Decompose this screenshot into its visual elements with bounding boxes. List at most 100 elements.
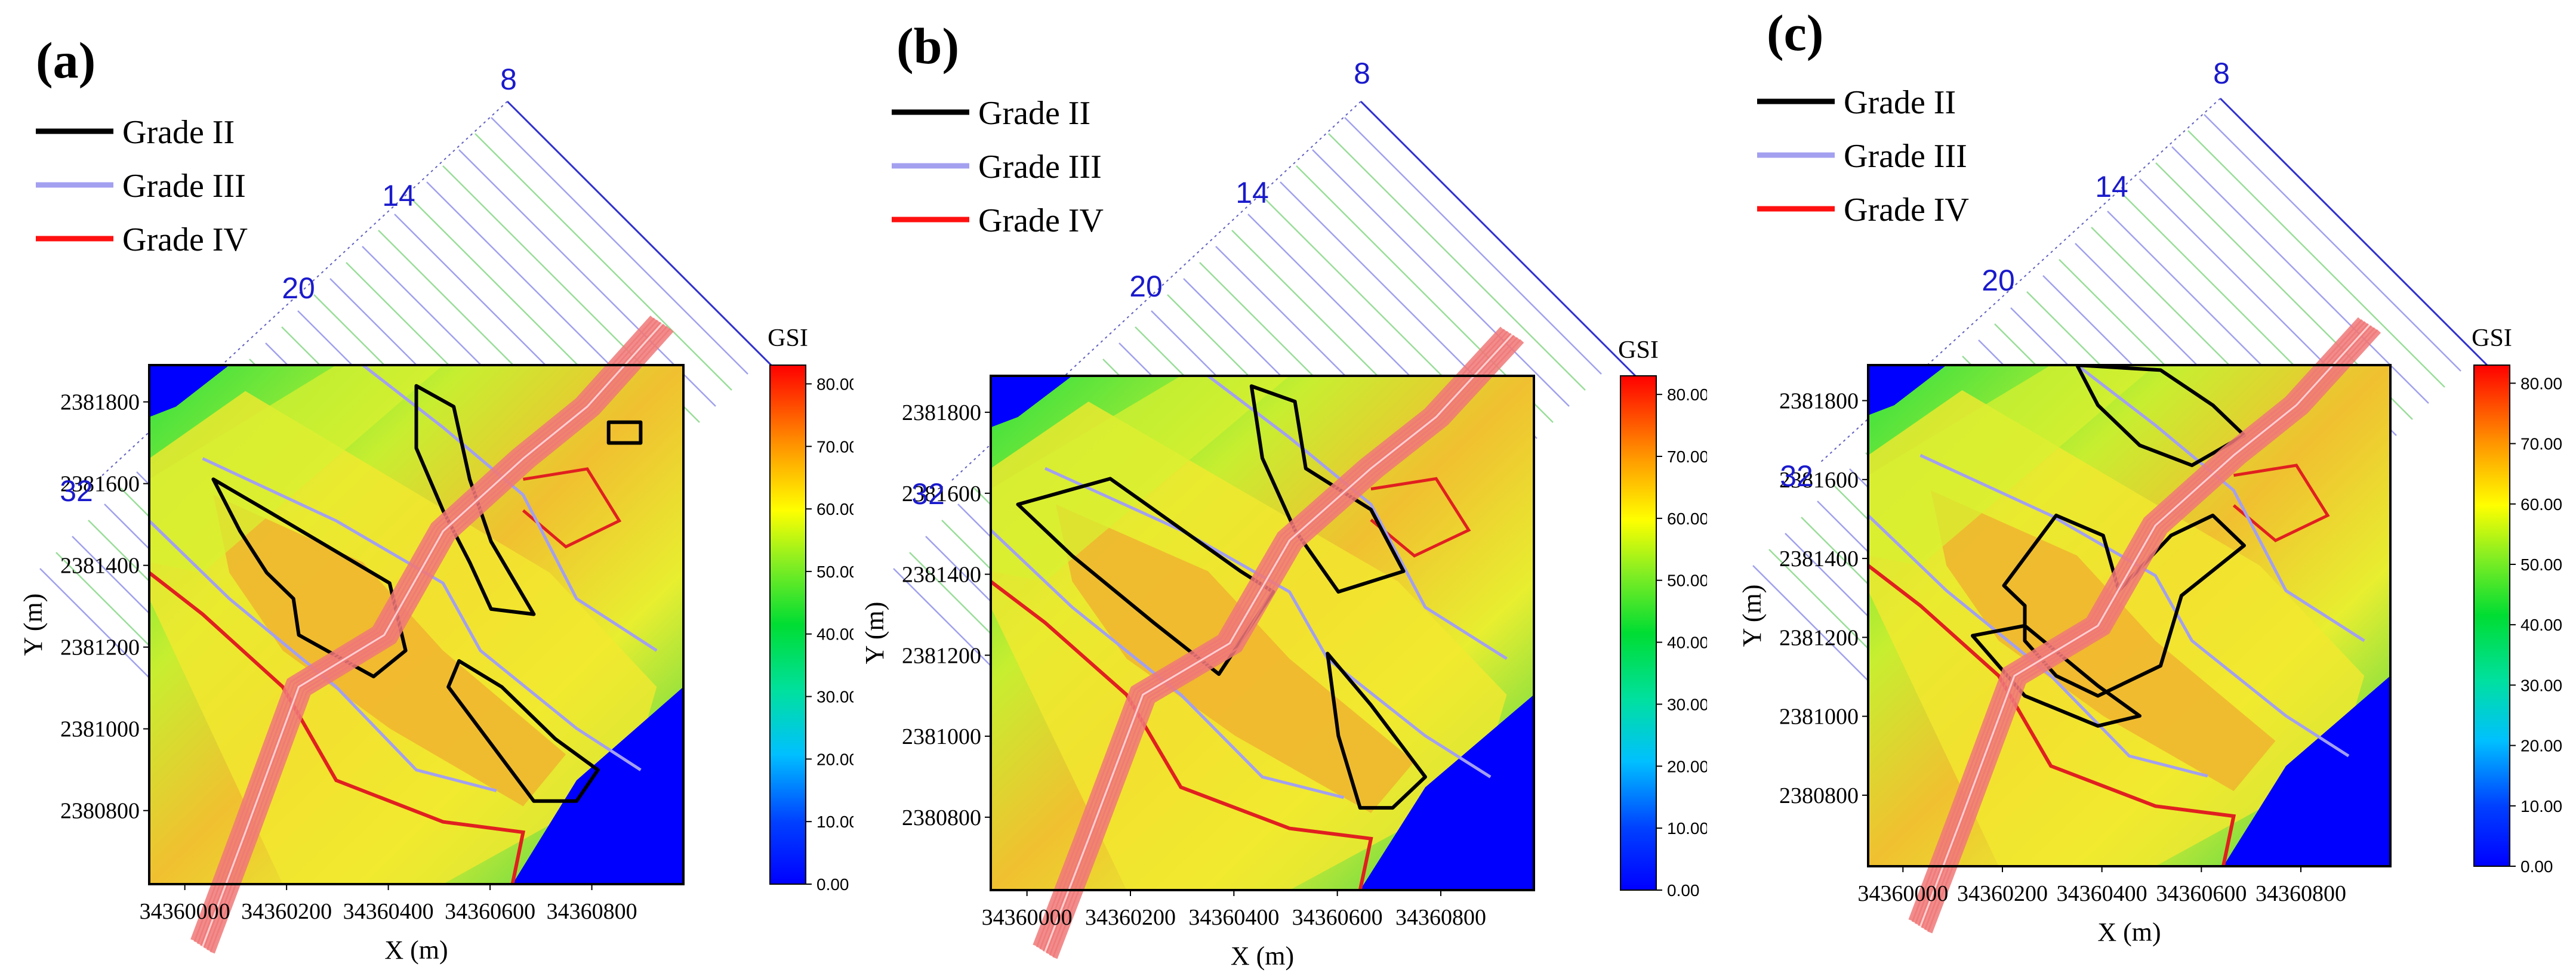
grade-iii-contour [991,529,1345,799]
fault-centerline [1044,334,1513,952]
profile-label: 32 [60,474,93,508]
yellow-band [149,365,443,573]
profile-line [1328,133,1586,391]
x-tick-label: 34360200 [1957,881,2048,906]
yellow-band [1868,365,2156,566]
grade-iv-boundary [991,580,1373,890]
legend-label: Grade IV [122,221,248,258]
y-tick-label: 2381000 [1779,705,1859,730]
profile-label: 20 [1982,264,2015,297]
x-tick-label: 34360400 [1188,905,1279,930]
profile-label: 20 [282,271,315,305]
legend-label: Grade III [122,168,246,205]
profile-line [491,117,748,375]
profile-line-8 [1360,100,1637,377]
fault-strand [1049,336,1521,957]
legend-label: Grade III [1844,138,1967,175]
y-tick-label: 2381600 [60,472,140,497]
profile-label: 20 [1129,270,1163,303]
map-panel-b: (b) Grade II Grade III Grade IV 34360000 3436… [853,0,1707,976]
grade-ii-boundary [1249,384,1406,594]
colorbar-tick-label: 70.00 [1667,447,1707,466]
colorbar-tick-label: 40.00 [1667,634,1707,652]
water-bottom-right [2223,675,2390,866]
colorbar-tick-label: 80.00 [2520,374,2562,393]
colorbar [769,365,806,885]
profile-line [474,133,732,391]
fault-strand [193,317,658,944]
colorbar-title: GSI [768,325,808,352]
x-tick-label: 34360600 [2156,881,2247,906]
colorbar-tick-label: 0.00 [816,875,849,894]
y-tick-label: 2380800 [60,799,140,824]
grade-iii-contour [2076,365,2365,643]
y-axis-label: Y (m) [1737,585,1767,647]
y-tick-label: 2381800 [60,390,140,415]
y-tick-label: 2381800 [1779,389,1859,414]
fault-strand [196,319,661,946]
grade-ii-boundary [1971,623,2141,728]
x-tick-label: 34360600 [445,899,535,924]
map-panel-a: (a) Grade II Grade III Grade IV 34360000 3436… [0,0,853,976]
colorbar-tick-label: 10.00 [816,813,853,831]
y-tick-label: 2380800 [1779,783,1859,808]
colorbar-tick-label: 80.00 [1667,385,1707,404]
grade-ii-boundary [2075,365,2246,467]
colorbar-tick-label: 60.00 [1667,509,1707,528]
legend-label: Grade IV [1844,192,1969,228]
panel-label: (c) [1767,4,1823,61]
fault-strand [209,328,674,954]
x-tick-label: 34360000 [1857,881,1948,906]
grade-ii-boundary [414,384,536,616]
colorbar-tick-label: 10.00 [1667,819,1707,838]
colorbar-tick-label: 20.00 [2520,737,2562,755]
grade-iv-boundary [149,571,526,884]
legend-label: Grade II [978,95,1090,132]
colorbar-tick-label: 60.00 [2520,495,2562,514]
x-tick-label: 34360800 [2255,881,2346,906]
grade-iii-contour [202,457,642,771]
profile-line [1312,149,1570,407]
fault-zone [1033,326,1524,959]
high-zone [1056,504,1415,813]
grade-ii-boundary [606,420,643,445]
profile-label: 8 [1354,57,1370,90]
map-svg-a: (a) Grade II Grade III Grade IV 34360000 3436… [19,32,853,965]
fault-strand [1046,335,1518,955]
y-tick-label: 2381600 [1779,468,1859,493]
colorbar-tick-label: 20.00 [1667,757,1707,776]
legend-label: Grade II [1844,84,1956,121]
colorbar-tick-label: 40.00 [2520,616,2562,634]
gsi-heatmap [1868,365,2390,866]
water-bottom-right [512,687,683,884]
colorbar-title: GSI [2472,325,2512,352]
map-svg-b: (b) Grade II Grade III Grade IV 34360000 3436… [860,17,1707,971]
gsi-heatmap [991,376,1534,890]
y-tick-label: 2381400 [902,563,981,588]
profile-baseline [1820,98,2221,463]
colorbar-tick-label: 30.00 [2520,676,2562,694]
grade-iv-boundary [1868,564,2236,866]
x-tick-label: 34360400 [2057,881,2147,906]
water-top-left [149,365,230,417]
y-tick-label: 2381800 [902,400,981,425]
grade-iii-contour [1919,453,2350,758]
y-tick-label: 2381400 [1779,546,1859,572]
yellow-band [991,376,1290,582]
fault-strand [207,326,671,952]
fault-strand [1033,326,1505,947]
profile-line [2187,130,2445,388]
y-tick-label: 2381200 [902,643,981,668]
colorbar-tick-label: 10.00 [2520,797,2562,816]
colorbar-tick-label: 80.00 [816,375,853,393]
colorbar-title: GSI [1618,336,1659,364]
panel-label: (b) [896,17,959,75]
x-tick-label: 34360200 [1085,905,1176,930]
y-axis-label: Y (m) [860,602,889,665]
grade-iv-island [522,467,622,549]
fault-strand [1927,329,2381,934]
panel-label: (a) [36,32,95,89]
colorbar-tick-label: 0.00 [2520,857,2553,876]
map-frame [990,375,1535,891]
colorbar-tick-label: 70.00 [816,437,853,456]
